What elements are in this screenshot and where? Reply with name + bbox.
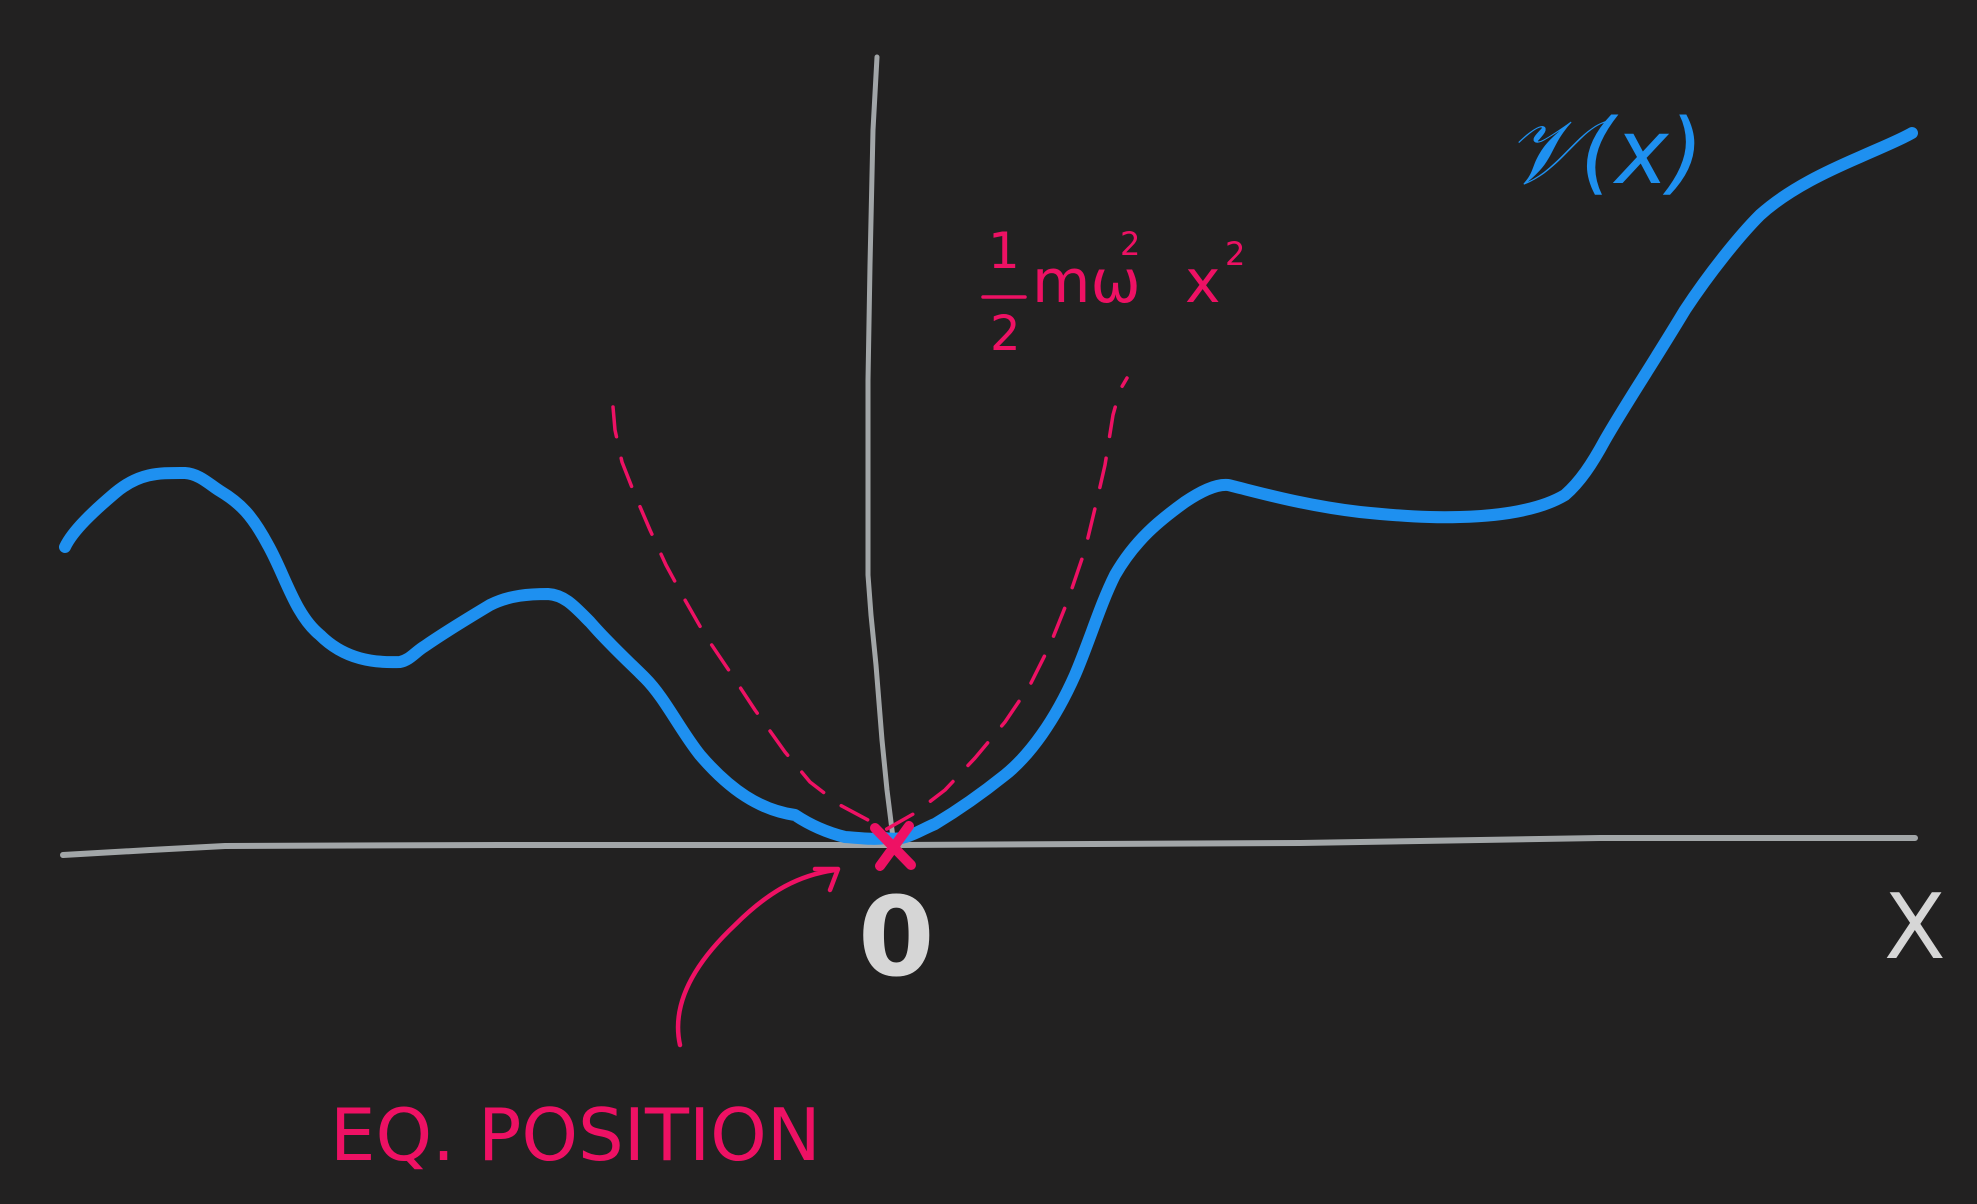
- harmonic-x-label: x: [1185, 247, 1221, 317]
- harmonic-coefficient-denominator: 2: [990, 306, 1021, 362]
- x-axis-label: X: [1884, 875, 1946, 980]
- y-axis: [865, 54, 896, 841]
- harmonic-approximation-curve: [611, 376, 1129, 832]
- potential-curve: [59, 127, 1918, 845]
- omega-exponent: 2: [1120, 225, 1140, 263]
- harmonic-coefficient-numerator: 1: [988, 222, 1020, 280]
- x-exponent: 2: [1225, 235, 1245, 273]
- x-axis: [60, 835, 1918, 858]
- harmonic-tail-label: mω: [1032, 247, 1141, 317]
- equilibrium-label: EQ. POSITION: [330, 1093, 821, 1177]
- origin-label: 0: [858, 873, 935, 1001]
- potential-label: 𝒱(x): [1505, 100, 1703, 205]
- equilibrium-marker-icon: [870, 821, 916, 871]
- curved-arrow-icon: [675, 866, 841, 1048]
